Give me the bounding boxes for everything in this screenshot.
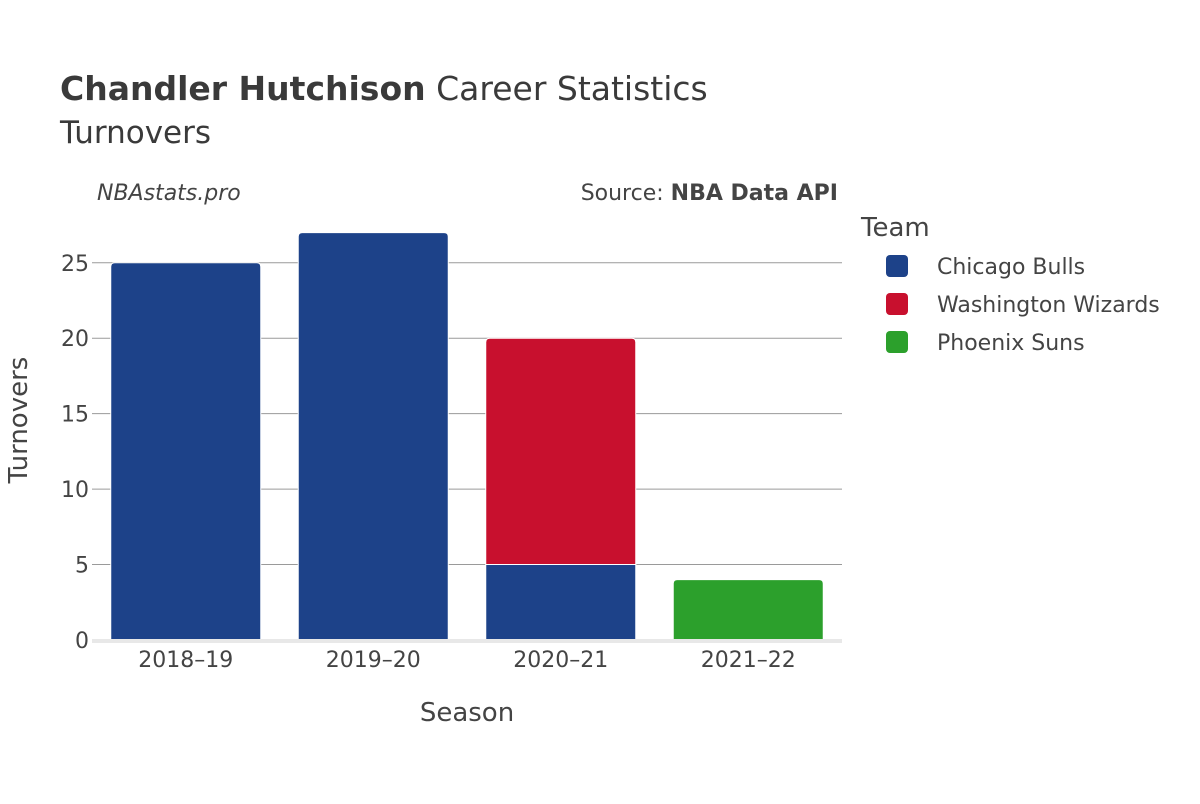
y-tick-label-10: 10 — [61, 478, 89, 503]
x-tick-label-2021–22: 2021–22 — [701, 648, 796, 673]
chart-subtitle: Turnovers — [59, 115, 211, 151]
legend-label-phoenix-suns: Phoenix Suns — [937, 331, 1085, 356]
bar-chicago-bulls-2018–19 — [110, 262, 262, 641]
legend-swatch-chicago-bulls — [886, 255, 908, 277]
y-tick-label-25: 25 — [61, 252, 89, 277]
bars — [110, 232, 824, 641]
source-name: NBA Data API — [671, 181, 838, 206]
legend: Team Chicago Bulls Washington Wizards Phoe… — [860, 213, 1160, 356]
site-credit: NBAstats.pro — [97, 181, 241, 206]
source-prefix: Source: — [581, 181, 671, 206]
y-axis-title: Turnovers — [4, 357, 34, 485]
y-tick-label-0: 0 — [75, 629, 89, 654]
bar-chicago-bulls-2020–21 — [485, 564, 637, 641]
y-tick-label-20: 20 — [61, 327, 89, 352]
x-tick-label-2020–21: 2020–21 — [513, 648, 608, 673]
bar-chicago-bulls-2019–20 — [297, 232, 449, 641]
x-tick-label-2018–19: 2018–19 — [138, 648, 233, 673]
bar-washington-wizards-2020–21 — [485, 337, 637, 566]
y-tick-label-5: 5 — [75, 554, 89, 579]
legend-label-chicago-bulls: Chicago Bulls — [937, 255, 1085, 280]
bar-phoenix-suns-2021–22 — [672, 579, 824, 641]
x-tick-label-2019–20: 2019–20 — [326, 648, 421, 673]
legend-swatch-phoenix-suns — [886, 331, 908, 353]
chart-title-rest: Career Statistics — [426, 69, 708, 108]
chart-title-player: Chandler Hutchison — [60, 69, 426, 108]
y-tick-label-15: 15 — [61, 403, 89, 428]
axes: 0 5 10 15 20 25 2018–19 2019–20 2020–21 2021–22 — [61, 252, 842, 673]
x-axis-title: Season — [420, 698, 514, 728]
legend-swatch-washington-wizards — [886, 293, 908, 315]
source-credit: Source: NBA Data API — [581, 181, 838, 206]
legend-label-washington-wizards: Washington Wizards — [937, 293, 1160, 318]
legend-title: Team — [860, 213, 930, 243]
chart-title: Chandler Hutchison Career Statistics — [60, 69, 708, 108]
